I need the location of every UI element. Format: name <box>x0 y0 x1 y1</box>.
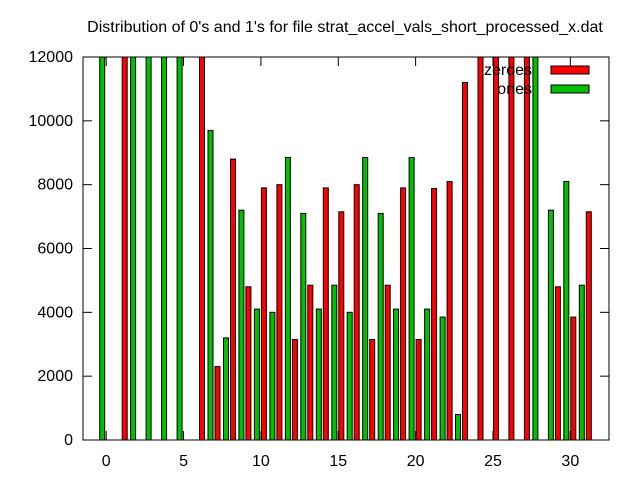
bar-zeroes-15 <box>338 211 345 441</box>
bar-ones-19 <box>393 308 400 441</box>
bar-ones-8 <box>223 337 229 441</box>
bar-zeroes-9 <box>245 286 252 441</box>
bar-ones-16 <box>346 311 353 441</box>
bar-ones-20 <box>408 157 415 441</box>
y-tick-label: 12000 <box>29 49 74 66</box>
bar-ones-30 <box>563 181 570 441</box>
chart-title: Distribution of 0's and 1's for file str… <box>87 19 603 36</box>
x-tick-label: 20 <box>407 453 425 470</box>
legend-swatch-ones <box>550 84 590 94</box>
bar-zeroes-12 <box>291 339 298 441</box>
bar-zeroes-30 <box>570 316 577 441</box>
y-tick-label: 4000 <box>37 304 73 321</box>
legend-label-zeroes: zeroes <box>484 62 532 79</box>
bar-zeroes-31 <box>585 211 592 441</box>
x-tick-label: 0 <box>102 453 111 470</box>
bar-ones-22 <box>439 316 446 441</box>
bar-ones-21 <box>424 308 431 441</box>
bar-ones-11 <box>269 311 276 441</box>
y-tick-label: 8000 <box>37 177 73 194</box>
bar-zeroes-22 <box>446 181 453 441</box>
bar-zeroes-8 <box>230 158 236 441</box>
bar-zeroes-19 <box>400 187 407 441</box>
x-tick-label: 25 <box>484 453 502 470</box>
bar-ones-31 <box>578 284 585 441</box>
legend-label-ones: ones <box>497 81 532 98</box>
y-tick-label: 2000 <box>37 368 73 385</box>
bar-ones-0 <box>99 56 106 441</box>
bar-ones-12 <box>284 157 291 441</box>
bar-zeroes-26 <box>508 56 515 441</box>
y-tick-label: 6000 <box>37 241 73 258</box>
bar-zeroes-14 <box>322 187 329 441</box>
bar-zeroes-29 <box>554 286 561 441</box>
bar-ones-5 <box>176 56 183 441</box>
bar-ones-13 <box>300 212 307 441</box>
bar-zeroes-16 <box>353 184 360 441</box>
bar-zeroes-27 <box>523 56 530 441</box>
legend: zeroes ones <box>484 62 590 98</box>
bar-zeroes-6 <box>199 56 205 441</box>
bar-ones-2 <box>130 56 137 441</box>
bar-zeroes-13 <box>307 284 314 441</box>
x-tick-label: 30 <box>561 453 579 470</box>
bar-zeroes-18 <box>384 284 391 441</box>
x-tick-label: 10 <box>252 453 270 470</box>
bar-zeroes-20 <box>415 339 422 441</box>
bar-ones-7 <box>207 129 214 441</box>
bar-zeroes-7 <box>214 366 221 441</box>
bar-ones-29 <box>547 209 554 441</box>
bar-ones-14 <box>315 308 322 441</box>
y-tick-label: 10000 <box>29 113 74 130</box>
y-tick-label: 0 <box>64 432 73 449</box>
bar-ones-18 <box>377 212 384 441</box>
bar-ones-23 <box>455 414 461 441</box>
bar-zeroes-10 <box>260 187 267 441</box>
bar-zeroes-23 <box>462 82 468 441</box>
bars-group <box>99 56 592 441</box>
bar-zeroes-1 <box>121 56 128 441</box>
ticks-group: 0 2000 4000 6000 8000 10000 12000 0 5 10 15 20 25 30 <box>29 49 609 470</box>
x-tick-label: 15 <box>329 453 347 470</box>
bar-ones-17 <box>362 157 369 441</box>
bar-zeroes-11 <box>276 184 283 441</box>
legend-swatch-zeroes <box>550 65 590 75</box>
bar-zeroes-24 <box>477 56 484 441</box>
bar-ones-10 <box>253 308 260 441</box>
x-tick-label: 5 <box>179 453 188 470</box>
bar-ones-3 <box>145 56 152 441</box>
bar-ones-4 <box>161 56 168 441</box>
bar-ones-28 <box>532 56 539 441</box>
bar-ones-15 <box>331 284 338 441</box>
bar-zeroes-17 <box>369 339 376 441</box>
bar-zeroes-25 <box>493 56 499 441</box>
bar-zeroes-21 <box>431 188 438 441</box>
bar-ones-9 <box>238 209 245 441</box>
